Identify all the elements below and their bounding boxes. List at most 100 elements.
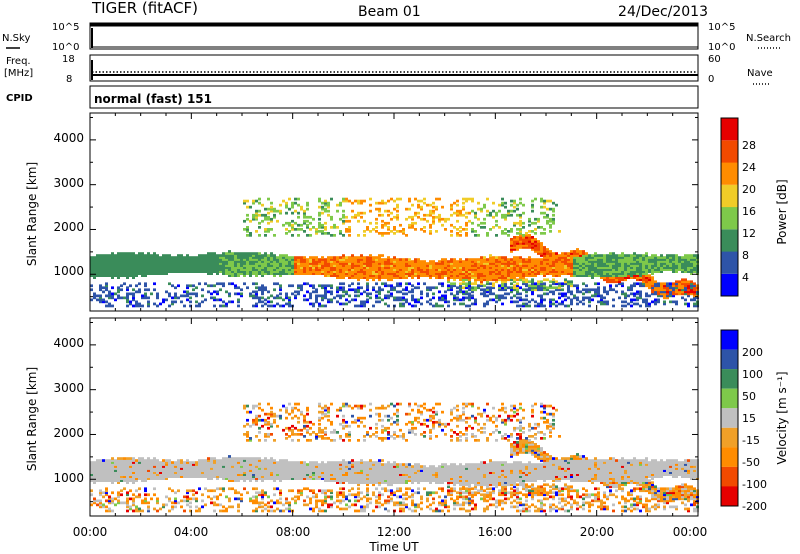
power-cell (366, 270, 369, 273)
power-cell (654, 292, 657, 296)
power-cell (252, 256, 255, 259)
power-cell (405, 264, 408, 267)
velocity-cell (240, 461, 243, 464)
power-cell (420, 290, 423, 294)
power-cell (564, 270, 567, 273)
power-cell (111, 276, 114, 279)
power-cell (609, 254, 612, 257)
power-cell (651, 262, 654, 265)
velocity-cell (279, 493, 282, 497)
power-cell (384, 264, 387, 267)
power-cell (462, 280, 465, 284)
power-cell (645, 294, 648, 298)
power-cell (411, 266, 414, 269)
velocity-cell (108, 475, 111, 478)
power-cell (285, 203, 288, 207)
power-cell (597, 256, 600, 259)
velocity-cell (246, 422, 249, 426)
power-cell (486, 262, 489, 265)
velocity-cell (237, 473, 240, 476)
power-cell (339, 288, 342, 292)
power-cell (444, 274, 447, 277)
power-cell (285, 262, 288, 265)
power-cell (618, 264, 621, 267)
power-cell (675, 260, 678, 263)
power-cell (504, 264, 507, 267)
power-cell (312, 286, 315, 290)
power-cell (594, 264, 597, 267)
power-cell (198, 266, 201, 269)
power-cell (315, 258, 318, 261)
power-cell (411, 296, 414, 300)
velocity-cell (159, 467, 162, 470)
power-cell (90, 272, 93, 275)
power-cell (270, 260, 273, 263)
power-cell (297, 292, 300, 296)
power-cell (549, 217, 552, 221)
power-cell (216, 282, 219, 286)
power-cell (162, 270, 165, 273)
power-cell (516, 260, 519, 263)
power-cell (384, 294, 387, 298)
velocity-cell (141, 463, 144, 466)
power-cell (495, 266, 498, 269)
power-cell (567, 288, 570, 292)
power-cell (219, 262, 222, 265)
power-cell (132, 258, 135, 261)
power-cell (159, 272, 162, 275)
power-cell (387, 294, 390, 298)
power-cell (120, 268, 123, 271)
power-cell (627, 268, 630, 271)
velocity-cell (216, 473, 219, 476)
power-cell (615, 266, 618, 269)
power-cell (387, 274, 390, 277)
power-cell (186, 266, 189, 269)
velocity-cell (135, 465, 138, 468)
power-cell (201, 288, 204, 292)
velocity-cell (168, 469, 171, 472)
power-cell (378, 254, 381, 257)
power-cell (111, 296, 114, 300)
velocity-cell (132, 467, 135, 470)
velocity-cell (141, 459, 144, 462)
power-cell (459, 302, 462, 306)
power-cell (573, 258, 576, 261)
velocity-cell (108, 507, 111, 511)
power-cell (534, 264, 537, 267)
velocity-cell (144, 469, 147, 472)
power-cell (633, 256, 636, 259)
power-cell (615, 272, 618, 275)
power-cell (216, 256, 219, 259)
power-cell (417, 203, 420, 207)
power-cell (531, 280, 534, 284)
velocity-cell (279, 497, 282, 501)
power-cell (660, 262, 663, 265)
power-cell (486, 278, 489, 282)
power-cell (159, 256, 162, 259)
power-cell (327, 298, 330, 302)
power-cell (681, 258, 684, 261)
power-cell (342, 276, 345, 279)
power-cell (294, 197, 297, 201)
power-cell (204, 298, 207, 302)
power-cell (246, 266, 249, 269)
power-cell (594, 270, 597, 273)
power-cell (303, 272, 306, 275)
power-cell (162, 300, 165, 304)
velocity-cell (150, 473, 153, 476)
power-cell (672, 266, 675, 269)
power-cell (234, 268, 237, 271)
power-cell (387, 213, 390, 217)
power-cell (525, 234, 528, 237)
power-cell (588, 268, 591, 271)
velocity-cell (162, 463, 165, 466)
power-cell (546, 286, 549, 290)
power-cell (309, 228, 312, 231)
power-cell (639, 258, 642, 261)
power-cell (201, 266, 204, 269)
velocity-cell (249, 473, 252, 476)
power-cb-tick-4: 4 (742, 271, 749, 284)
power-cell (123, 272, 126, 275)
power-cell (258, 260, 261, 263)
power-cell (624, 254, 627, 257)
